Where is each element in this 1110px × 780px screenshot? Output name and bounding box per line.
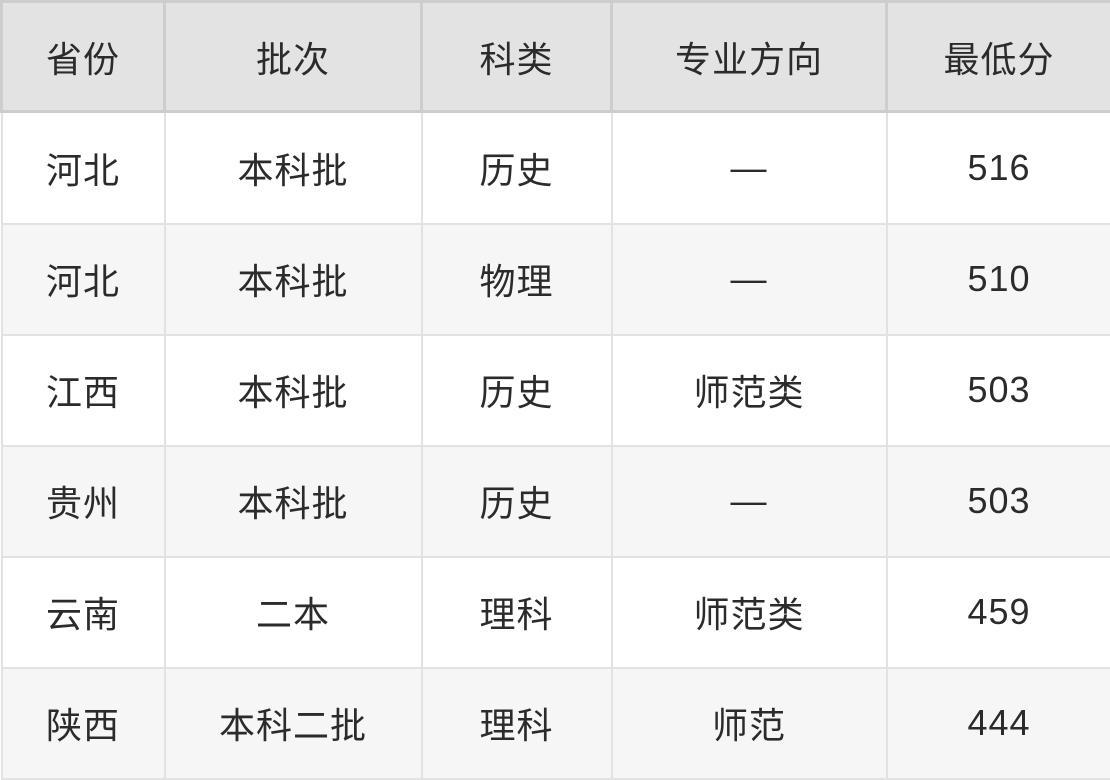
table-row: 陕西 本科二批 理科 师范 444 (0, 666, 1110, 780)
table-row: 江西 本科批 历史 师范类 503 (0, 333, 1110, 447)
cell-major: — (610, 110, 888, 225)
cell-major: — (610, 222, 888, 336)
table-row: 云南 二本 理科 师范类 459 (0, 555, 1110, 669)
cell-batch: 本科批 (163, 110, 423, 225)
cell-min-score: 503 (885, 444, 1110, 558)
cell-min-score: 444 (885, 666, 1110, 780)
cell-category: 理科 (420, 666, 613, 780)
cell-category: 历史 (420, 110, 613, 225)
cell-major: 师范 (610, 666, 888, 780)
table-body: 河北 本科批 历史 — 516 河北 本科批 物理 — 510 江西 本科批 历… (0, 110, 1110, 780)
table-row: 河北 本科批 物理 — 510 (0, 222, 1110, 336)
cell-batch: 二本 (163, 555, 423, 669)
header-row: 省份 批次 科类 专业方向 最低分 (0, 0, 1110, 113)
cell-major: 师范类 (610, 333, 888, 447)
header-cell-province: 省份 (0, 0, 166, 113)
header-cell-category: 科类 (420, 0, 613, 113)
cell-major: — (610, 444, 888, 558)
cell-batch: 本科批 (163, 444, 423, 558)
cell-province: 河北 (0, 222, 166, 336)
table-row: 贵州 本科批 历史 — 503 (0, 444, 1110, 558)
header-cell-batch: 批次 (163, 0, 423, 113)
cell-batch: 本科二批 (163, 666, 423, 780)
cell-batch: 本科批 (163, 333, 423, 447)
cell-batch: 本科批 (163, 222, 423, 336)
table-row: 河北 本科批 历史 — 516 (0, 110, 1110, 225)
header-cell-major: 专业方向 (610, 0, 888, 113)
cell-province: 陕西 (0, 666, 166, 780)
cell-min-score: 516 (885, 110, 1110, 225)
cell-province: 贵州 (0, 444, 166, 558)
table-header: 省份 批次 科类 专业方向 最低分 (0, 0, 1110, 113)
cell-category: 历史 (420, 444, 613, 558)
cell-major: 师范类 (610, 555, 888, 669)
cell-category: 理科 (420, 555, 613, 669)
cell-province: 河北 (0, 110, 166, 225)
header-cell-min-score: 最低分 (885, 0, 1110, 113)
cell-min-score: 510 (885, 222, 1110, 336)
cell-min-score: 503 (885, 333, 1110, 447)
cell-category: 历史 (420, 333, 613, 447)
cell-category: 物理 (420, 222, 613, 336)
cell-province: 江西 (0, 333, 166, 447)
cell-province: 云南 (0, 555, 166, 669)
cell-min-score: 459 (885, 555, 1110, 669)
